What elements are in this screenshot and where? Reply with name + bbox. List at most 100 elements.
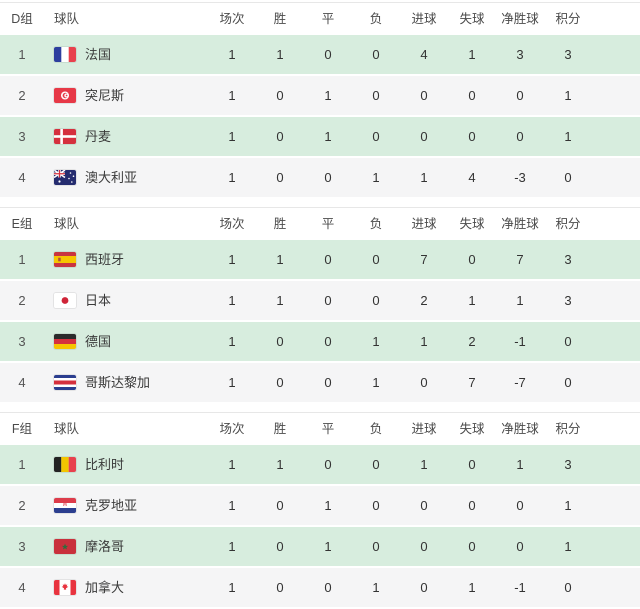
stat-cell: 1 [324,129,332,144]
column-header-stat: 净胜球 [501,421,539,436]
stat-cell: 0 [516,498,524,513]
stat-cell: 0 [372,457,380,472]
table-row: 3 摩洛哥 1 0 1 0 0 0 0 1 [0,527,640,566]
stat-cell: 1 [468,47,476,62]
rank-cell: 3 [18,129,26,144]
column-header-stat: 平 [321,421,335,436]
stat-cell: 0 [468,498,476,513]
belgium-flag-icon [54,457,76,472]
stat-cell: 1 [564,498,572,513]
stat-cell: 0 [324,334,332,349]
stat-cell: -1 [514,334,526,349]
table-body: 1 比利时 1 1 0 0 1 0 1 3 2 克罗地亚 1 0 1 0 0 0 0 1 3 摩洛哥 1 0 1 0 0 0 0 1 4 加拿… [0,445,640,607]
stat-cell: 1 [228,47,236,62]
stat-cell: 3 [564,47,572,62]
stat-cell: 1 [228,88,236,103]
tunisia-flag-icon [54,88,76,103]
japan-flag-icon [54,293,76,308]
stat-cell: 0 [516,539,524,554]
stat-cell: 0 [420,129,428,144]
stat-cell: 1 [228,580,236,595]
rank-cell: 1 [18,457,26,472]
stat-cell: 0 [468,252,476,267]
stat-cell: 3 [564,293,572,308]
stat-cell: 0 [372,539,380,554]
team-cell: 哥斯达黎加 [44,375,208,390]
stat-cell: 0 [276,170,284,185]
stat-cell: 1 [564,539,572,554]
stat-cell: 3 [516,47,524,62]
team-cell: 克罗地亚 [44,498,208,513]
stat-cell: 0 [468,88,476,103]
stat-cell: 0 [324,580,332,595]
stat-cell: 1 [468,580,476,595]
column-header-stat: 胜 [273,216,287,231]
table-row: 1 比利时 1 1 0 0 1 0 1 3 [0,445,640,484]
stat-cell: 1 [228,539,236,554]
table-row: 2 克罗地亚 1 0 1 0 0 0 0 1 [0,486,640,525]
denmark-flag-icon [54,129,76,144]
stat-cell: 0 [420,88,428,103]
stat-cell: 0 [276,498,284,513]
team-name: 澳大利亚 [85,170,138,185]
table-row: 4 澳大利亚 1 0 0 1 1 4 -3 0 [0,158,640,197]
stat-cell: 1 [564,88,572,103]
stat-cell: 1 [372,375,380,390]
column-header-stat: 进球 [411,421,437,436]
stat-cell: 3 [564,457,572,472]
stat-cell: 1 [516,293,524,308]
stat-cell: 0 [276,129,284,144]
rank-cell: 4 [18,170,26,185]
stat-cell: 1 [228,170,236,185]
column-header-stat: 失球 [459,421,485,436]
table-row: 4 哥斯达黎加 1 0 0 1 0 7 -7 0 [0,363,640,402]
stat-cell: 0 [372,293,380,308]
stat-cell: 0 [564,375,572,390]
france-flag-icon [54,47,76,62]
stat-cell: 1 [564,129,572,144]
stat-cell: 7 [420,252,428,267]
group-label: E组 [11,216,33,231]
stat-cell: -3 [514,170,526,185]
stat-cell: 7 [468,375,476,390]
table-header-row: D组 球队 场次 胜 平 负 进球 失球 净胜球 积分 [0,3,640,35]
team-name: 日本 [85,293,112,308]
stat-cell: 1 [420,170,428,185]
column-header-team: 球队 [54,216,80,231]
team-cell: 丹麦 [44,129,208,144]
stat-cell: 2 [468,334,476,349]
team-cell: 法国 [44,47,208,62]
stat-cell: 1 [228,498,236,513]
stat-cell: 1 [276,457,284,472]
stat-cell: 0 [276,580,284,595]
stat-cell: 0 [276,88,284,103]
stat-cell: 0 [324,252,332,267]
team-cell: 比利时 [44,457,208,472]
column-header-stat: 胜 [273,11,287,26]
stat-cell: 0 [276,375,284,390]
table-header-row: F组 球队 场次 胜 平 负 进球 失球 净胜球 积分 [0,413,640,445]
stat-cell: 1 [228,334,236,349]
column-header-stat: 胜 [273,421,287,436]
column-header-stat: 净胜球 [501,216,539,231]
group-table: D组 球队 场次 胜 平 负 进球 失球 净胜球 积分 1 法国 1 1 0 0 4 1 3 3 2 突尼斯 1 0 1 0 0 0 0… [0,2,640,197]
stat-cell: 1 [276,252,284,267]
column-header-stat: 场次 [219,421,245,436]
column-header-team: 球队 [54,421,80,436]
stat-cell: 0 [468,539,476,554]
stat-cell: 0 [420,539,428,554]
table-body: 1 西班牙 1 1 0 0 7 0 7 3 2 日本 1 1 0 0 2 1 1 3 3 德国 1 0 0 1 1 2 -1 0 4 哥斯达黎… [0,240,640,402]
stat-cell: 0 [324,47,332,62]
column-header-stat: 失球 [459,11,485,26]
stat-cell: 1 [228,457,236,472]
team-name: 比利时 [85,457,125,472]
stat-cell: 0 [516,129,524,144]
rank-cell: 3 [18,334,26,349]
table-header-row: E组 球队 场次 胜 平 负 进球 失球 净胜球 积分 [0,208,640,240]
stat-cell: 0 [276,334,284,349]
stat-cell: 1 [228,375,236,390]
stat-cell: 0 [324,170,332,185]
stat-cell: 0 [420,498,428,513]
germany-flag-icon [54,334,76,349]
team-cell: 澳大利亚 [44,170,208,185]
